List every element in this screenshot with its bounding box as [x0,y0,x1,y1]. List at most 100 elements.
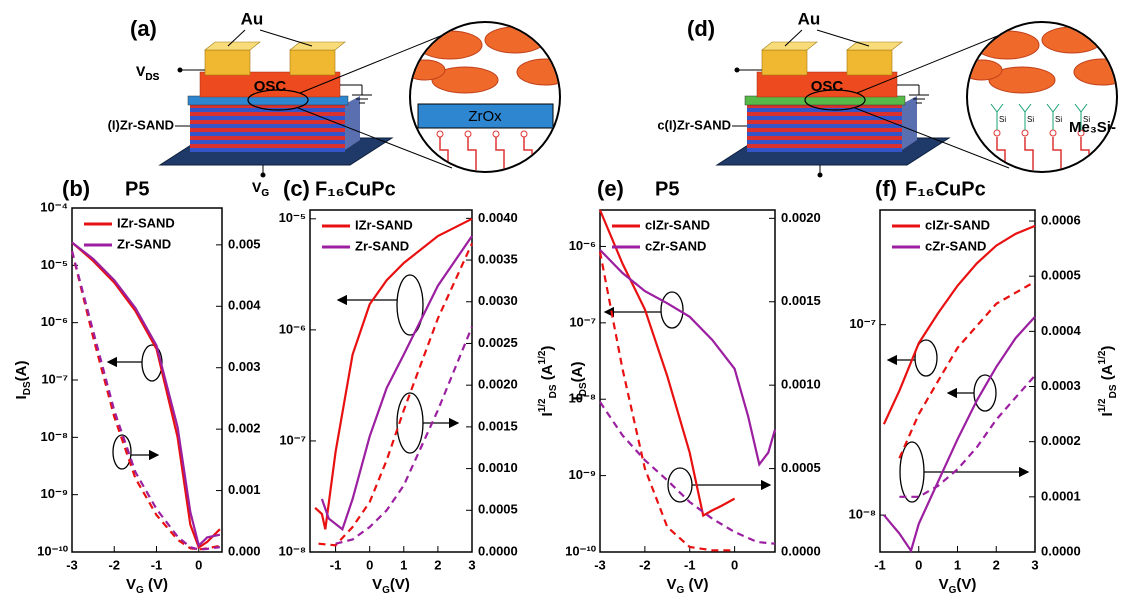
y2-tick-label: 0.0000 [781,543,821,558]
x-tick-label: 2 [993,557,1000,572]
dielectric-stripe [190,136,345,140]
zoom-circle [410,22,560,172]
panel-label: (c) [283,176,310,201]
grain [485,27,545,53]
y-tick-label: 10⁻⁷ [279,432,306,447]
x-axis-label-part: V [667,576,677,593]
y-axis-label-part: (A) [13,361,30,382]
x-tick-label: 0 [915,557,922,572]
y2-tick-label: 0.0000 [1041,543,1081,558]
chart-title: F₁₆CuPc [315,178,396,200]
vg-label: VG [252,179,269,199]
electrode [290,50,335,75]
y2-tick-label: 0.0000 [478,543,518,558]
curve [884,317,1035,551]
legend-label: cIZr-SAND [645,217,710,232]
y2-tick-label: 0.0025 [478,335,518,350]
x-tick-label: -2 [639,557,651,572]
curve [72,243,220,548]
x-tick-label: 0 [731,557,738,572]
x-axis-label-part: (V) [684,576,708,593]
dielectric-stripe [747,120,902,124]
curve [72,243,220,546]
x-tick-label: -2 [108,557,120,572]
y-tick-label: 10⁻⁸ [41,429,68,444]
ellipse [974,375,996,411]
y-axis-label-part: DS [22,381,33,395]
y2-axis-label-part: (A [539,364,556,384]
y-tick-label: 10⁻⁷ [569,314,596,329]
y2-tick-label: 0.0006 [1041,212,1081,227]
y2-tick-label: 0.004 [228,298,261,313]
grain [975,31,1039,59]
x-tick-label: 3 [1031,557,1038,572]
y2-tick-label: 0.003 [228,359,261,374]
y2-axis-label: I1/2DS (A1/2) [537,346,559,417]
y-tick-label: 10⁻⁶ [41,314,68,329]
y2-tick-label: 0.0010 [478,460,518,475]
y2-tick-label: 0.0003 [1041,378,1081,393]
x-tick-label: -3 [594,557,606,572]
terminal [735,68,740,73]
y2-axis-label: I1/2DS (A1/2) [1097,346,1119,417]
y-tick-label: 10⁻⁷ [849,316,876,331]
y2-tick-label: 0.005 [228,236,261,251]
dielectric-stripe [747,136,902,140]
electrode-top [847,42,902,50]
y2-tick-label: 0.0020 [781,210,821,225]
ligand-label: Si [1027,115,1034,124]
device-schematic: (a)OSCAuZrOx(I)Zr-SAND [108,9,573,177]
y2-tick-label: 0.0005 [781,460,821,475]
x-tick-label: -1 [151,557,163,572]
y2-tick-label: 0.0020 [478,377,518,392]
x-axis-label: VG(V) [939,576,977,596]
dashed-curve [899,282,1035,459]
panel-label: (e) [597,176,624,201]
y2-tick-label: 0.0004 [1041,323,1082,338]
y2-axis-label-part: ) [1099,346,1116,351]
y2-tick-label: 0.0002 [1041,433,1081,448]
electrode-top [762,42,817,50]
dashed-curve [899,376,1035,497]
dielectric-stripe [190,116,345,120]
lead [260,30,312,46]
terminal [818,173,823,178]
dashed-curve [72,251,220,550]
x-tick-label: -1 [874,557,886,572]
panel-label: (a) [130,16,157,41]
panel-label: (f) [875,176,897,201]
y-tick-label: 10⁻⁶ [279,321,306,336]
dielectric-stripe [747,112,902,116]
y2-tick-label: 0.002 [228,421,261,436]
top-layer [745,96,905,105]
legend-label: IZr-SAND [117,215,175,230]
electrode [762,50,807,75]
y-tick-label: 10⁻⁶ [569,238,596,253]
terminal [178,68,183,73]
y2-tick-label: 0.0010 [781,377,821,392]
electrode-top [205,42,260,50]
y-tick-label: 10⁻⁸ [279,543,306,558]
y-tick-label: 10⁻⁴ [40,199,68,214]
vg-label-part: G [261,188,269,199]
legend-label: cZr-SAND [925,238,986,253]
x-axis-label-part: V [372,576,382,593]
x-tick-label: -3 [66,557,78,572]
x-tick-label: 2 [434,557,441,572]
y-tick-label: 10⁻⁸ [849,507,876,522]
dielectric-stripe [190,140,345,144]
dashed-curve [600,252,735,551]
electrode-top [290,42,345,50]
legend-label: cIZr-SAND [925,217,990,232]
dielectric-stripe [190,120,345,124]
dashed-curve [336,327,472,544]
curve [600,250,775,465]
legend-label: Zr-SAND [355,238,409,253]
zoom-layer-label: Me₃Si- [1069,119,1116,136]
x-tick-label: 1 [400,557,407,572]
grain [1042,27,1102,53]
x-tick-label: 0 [195,557,202,572]
y-tick-label: 10⁻⁵ [279,210,306,225]
y2-tick-label: 0.001 [228,482,261,497]
